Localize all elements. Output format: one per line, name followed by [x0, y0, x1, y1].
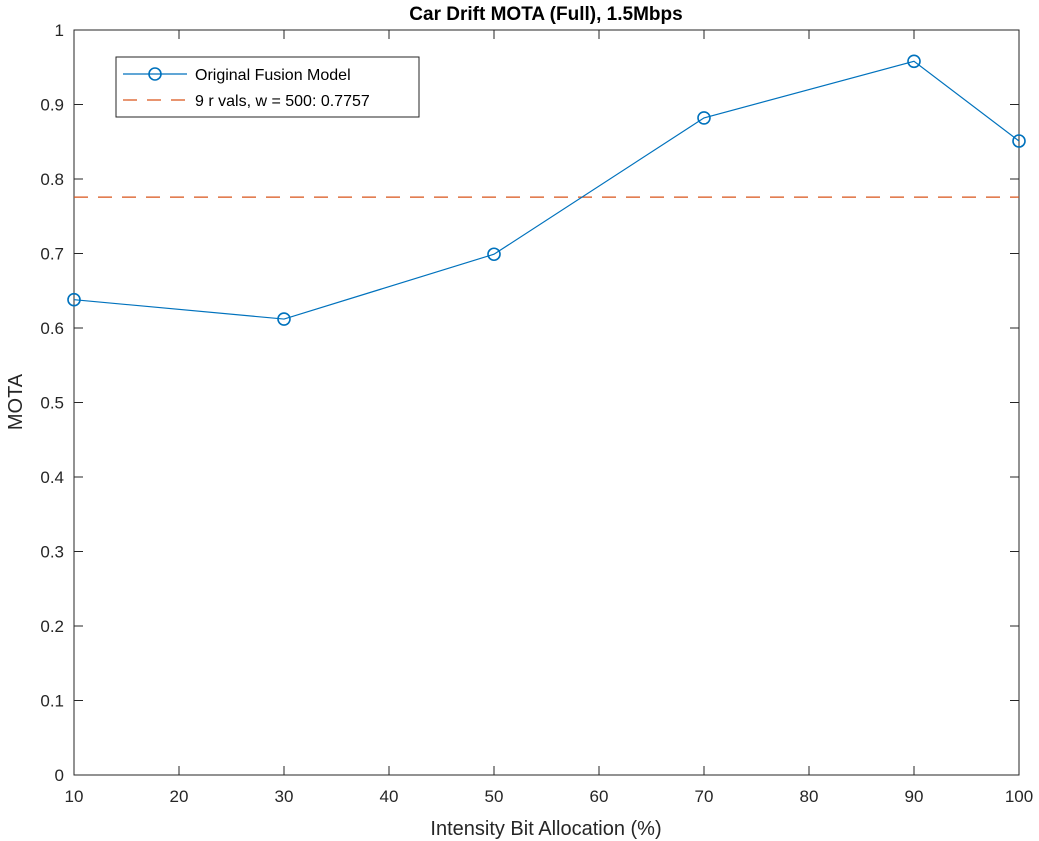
x-tick-label: 60 [590, 787, 609, 806]
data-point [487, 247, 501, 262]
data-point [67, 292, 81, 307]
x-tick-label: 40 [380, 787, 399, 806]
x-tick-label: 80 [800, 787, 819, 806]
plot-area [73, 29, 1020, 776]
y-axis-label: MOTA [5, 373, 27, 430]
y-tick-label: 1 [55, 21, 64, 40]
series-layer [67, 54, 1026, 326]
legend: Original Fusion Model 9 r vals, w = 500:… [115, 56, 420, 118]
x-tick-label: 90 [905, 787, 924, 806]
x-axis-label: Intensity Bit Allocation (%) [430, 818, 661, 840]
x-tick-label: 50 [485, 787, 504, 806]
y-tick-label: 0.3 [40, 543, 64, 562]
y-tick-label: 0.1 [40, 692, 64, 711]
legend-marker-original-fusion [148, 67, 162, 81]
x-tick-label: 70 [695, 787, 714, 806]
legend-label-original-fusion: Original Fusion Model [195, 67, 351, 84]
series-line-original-fusion [73, 60, 1020, 320]
y-tick-label: 0.7 [40, 245, 64, 264]
y-tick-label: 0 [55, 766, 64, 785]
y-tick-label: 0.6 [40, 319, 64, 338]
x-tick-label: 20 [170, 787, 189, 806]
y-axis: 0 0.1 0.2 0.3 0.4 0.5 0.6 0.7 0.8 0.9 1 [40, 21, 1019, 785]
axes-box [73, 29, 1020, 776]
data-point [277, 312, 291, 326]
legend-box [115, 56, 420, 118]
y-tick-label: 0.4 [40, 468, 64, 487]
y-tick-label: 0.8 [40, 170, 64, 189]
chart-title: Car Drift MOTA (Full), 1.5Mbps [409, 4, 682, 25]
y-tick-label: 0.2 [40, 617, 64, 636]
x-tick-label: 30 [275, 787, 294, 806]
x-tick-label: 10 [65, 787, 84, 806]
data-point [907, 54, 921, 69]
data-point [697, 111, 711, 125]
y-tick-label: 0.9 [40, 96, 64, 115]
x-tick-label: 100 [1005, 787, 1033, 806]
legend-label-reference: 9 r vals, w = 500: 0.7757 [195, 93, 370, 110]
x-axis: 10 20 30 40 50 60 70 80 90 100 [65, 30, 1033, 806]
data-point [1012, 134, 1026, 148]
y-tick-label: 0.5 [40, 394, 64, 413]
